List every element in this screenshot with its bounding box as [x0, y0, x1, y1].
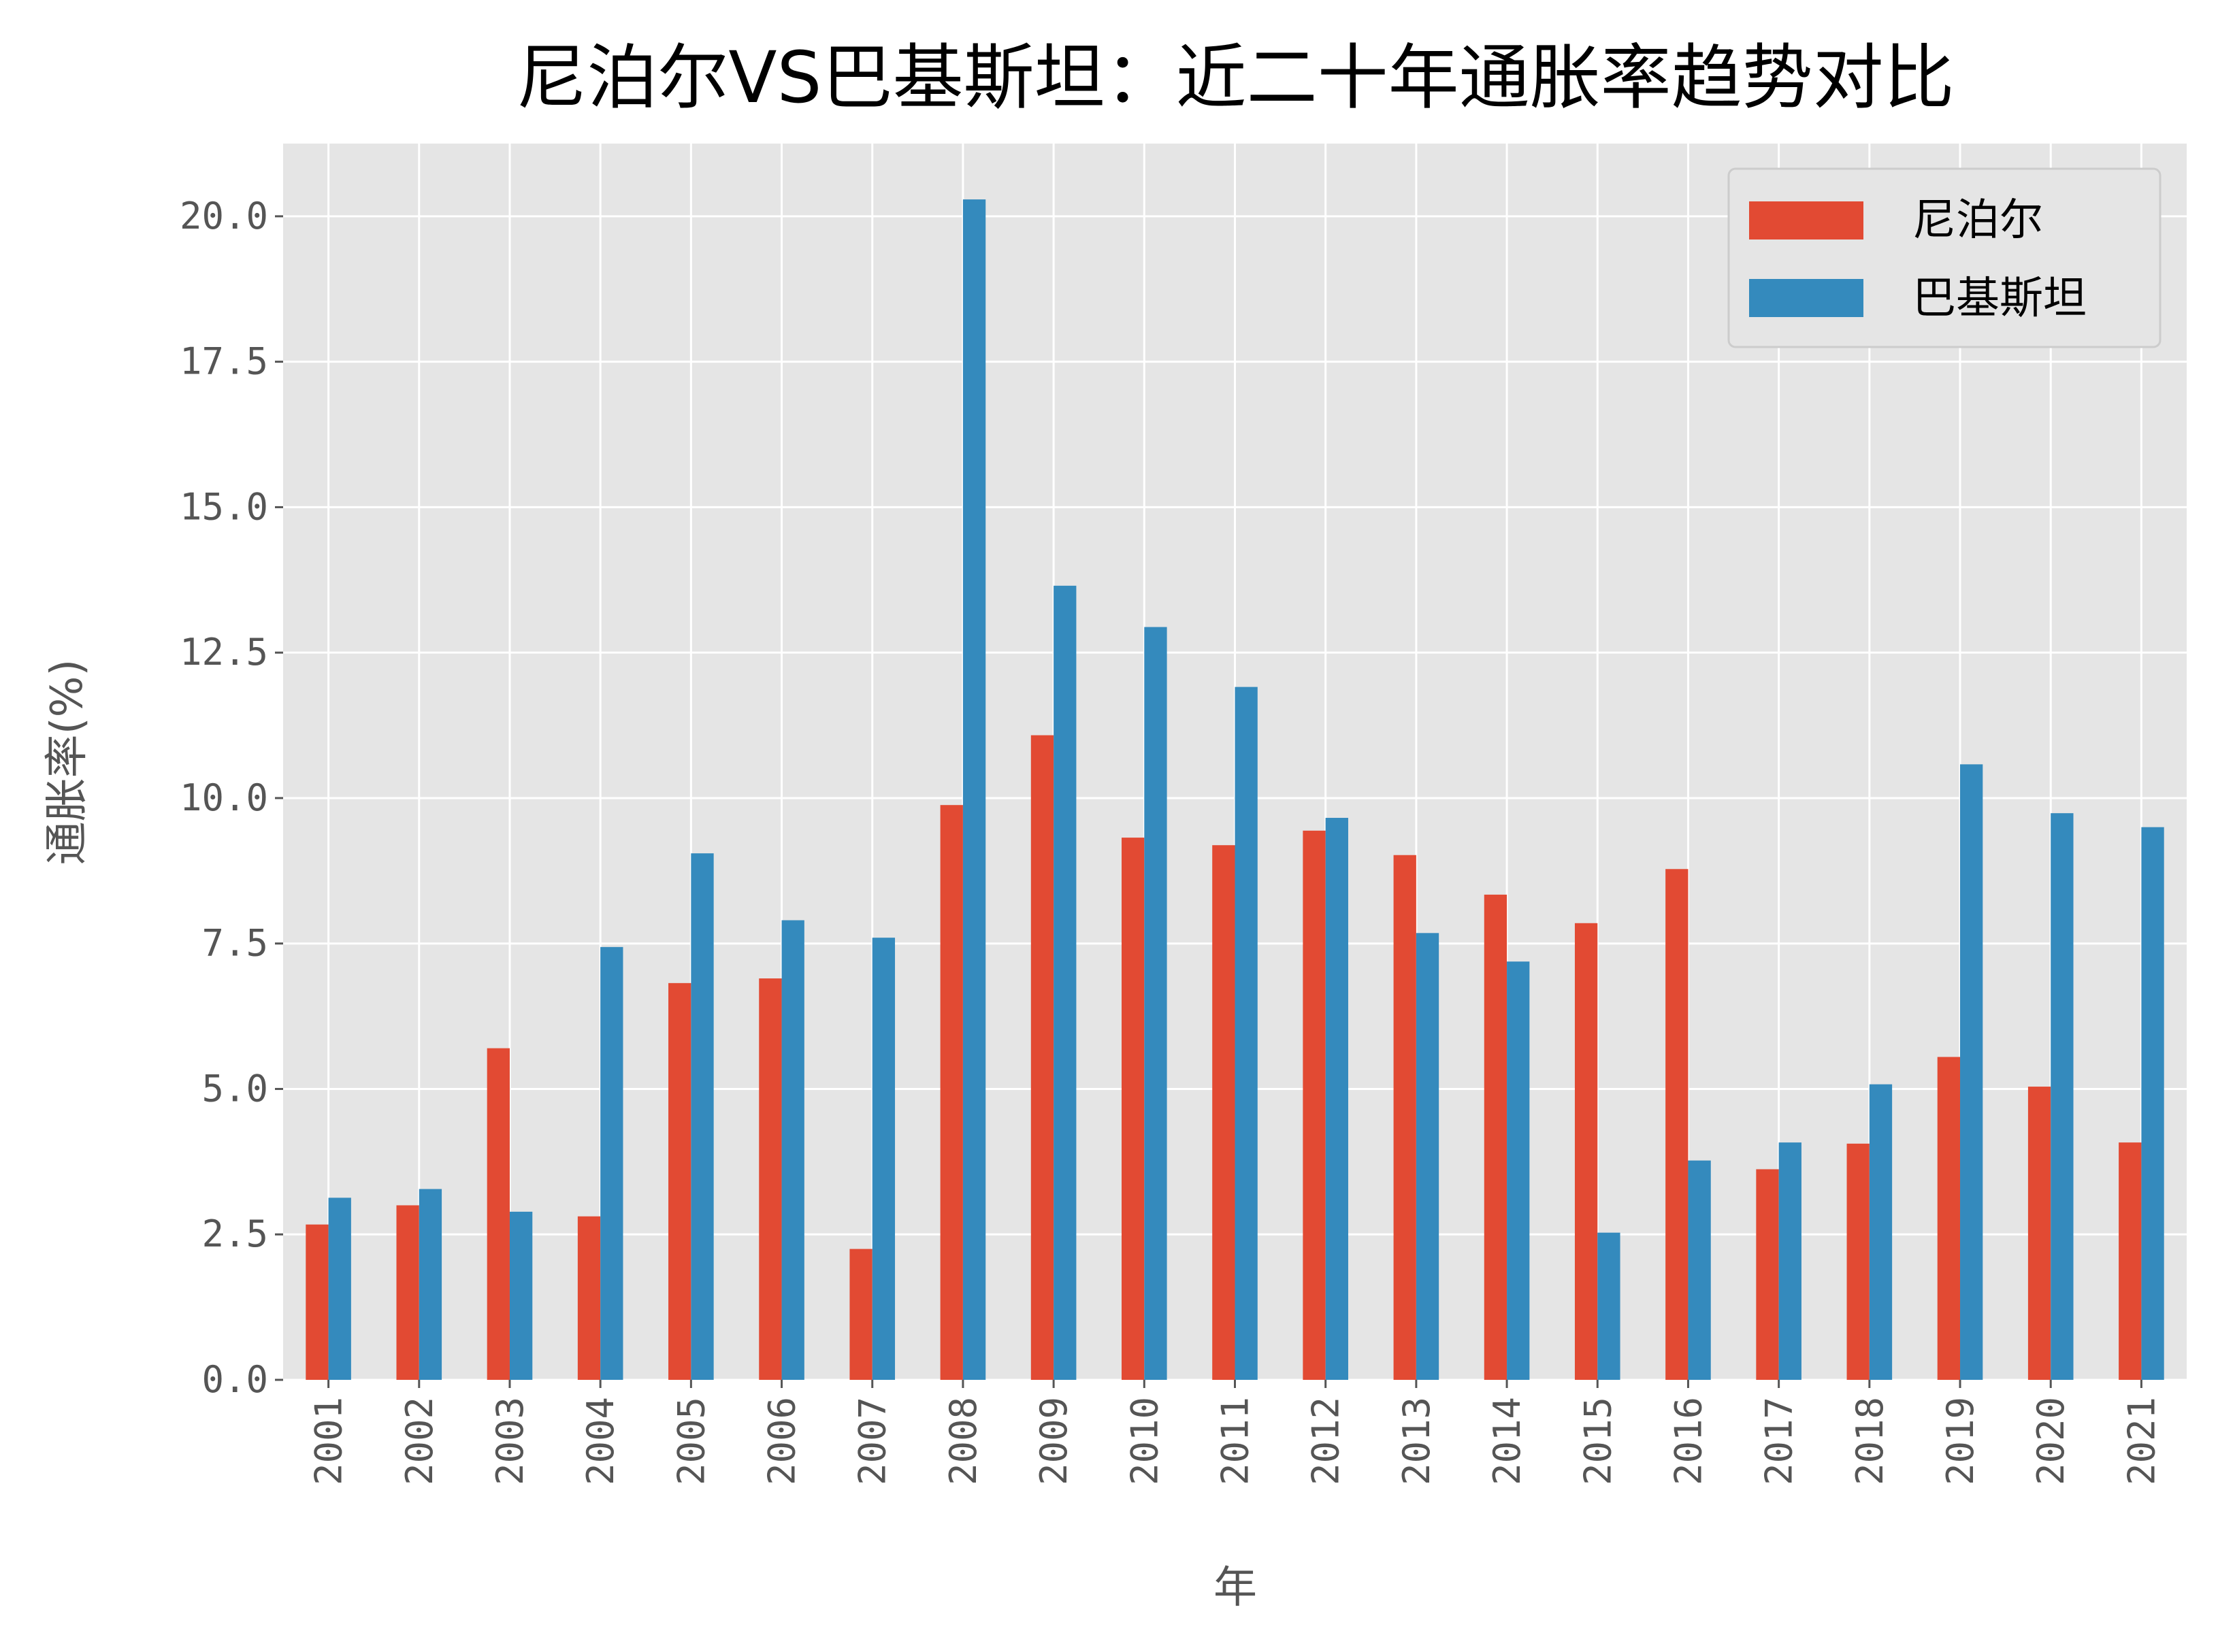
- y-tick-label: 5.0: [201, 1067, 268, 1110]
- y-tick-label: 0.0: [201, 1358, 268, 1401]
- bar-nepal-2008: [940, 805, 963, 1380]
- bar-nepal-2018: [1846, 1143, 1870, 1380]
- bar-nepal-2020: [2027, 1087, 2051, 1380]
- x-tick-label: 2016: [1667, 1397, 1710, 1485]
- x-tick-label: 2003: [489, 1397, 532, 1485]
- x-tick-label: 2017: [1758, 1397, 1801, 1485]
- x-tick-label: 2013: [1395, 1397, 1438, 1485]
- bar-pakistan-2018: [1869, 1084, 1893, 1380]
- x-tick-label: 2008: [942, 1397, 985, 1485]
- y-axis-label: 通胀率(%): [42, 659, 93, 865]
- bar-pakistan-2001: [328, 1197, 351, 1380]
- y-tick-label: 12.5: [180, 631, 268, 674]
- bar-nepal-2014: [1484, 894, 1507, 1380]
- x-tick-label: 2015: [1576, 1397, 1619, 1485]
- legend-label-nepal: 尼泊尔: [1912, 195, 2043, 246]
- x-tick-label: 2004: [579, 1397, 622, 1485]
- y-ticks: 0.0 2.5 5.0 7.5 10.0 12.5 15.0 17.5 20.0: [180, 195, 283, 1401]
- x-tick-label: 2007: [851, 1397, 894, 1485]
- x-tick-label: 2010: [1123, 1397, 1166, 1485]
- legend-swatch-nepal: [1749, 201, 1863, 239]
- y-tick-label: 15.0: [180, 485, 268, 528]
- x-axis-label: 年: [1213, 1563, 1257, 1613]
- bar-nepal-2007: [849, 1249, 872, 1380]
- bar-nepal-2005: [668, 982, 691, 1380]
- x-ticks: 2001 2002 2003 2004 2005 2006 2007 2008 2009 2010…: [308, 1380, 2163, 1485]
- x-tick-label: 2020: [2029, 1397, 2072, 1485]
- bar-nepal-2001: [306, 1224, 329, 1380]
- legend-label-pakistan: 巴基斯坦: [1912, 274, 2087, 324]
- bar-pakistan-2006: [781, 920, 804, 1380]
- x-tick-label: 2018: [1848, 1397, 1891, 1485]
- bars: [306, 199, 2164, 1380]
- bar-pakistan-2013: [1416, 933, 1439, 1380]
- x-tick-label: 2019: [1939, 1397, 1982, 1485]
- x-tick-label: 2021: [2120, 1397, 2163, 1485]
- bar-pakistan-2012: [1325, 818, 1348, 1380]
- bar-pakistan-2002: [419, 1189, 442, 1380]
- bar-pakistan-2014: [1507, 961, 1530, 1380]
- bar-pakistan-2020: [2051, 813, 2074, 1380]
- bar-nepal-2002: [396, 1205, 419, 1380]
- bar-pakistan-2007: [872, 938, 896, 1380]
- bar-nepal-2015: [1574, 923, 1598, 1380]
- bar-nepal-2012: [1303, 830, 1326, 1380]
- bar-pakistan-2010: [1144, 627, 1167, 1380]
- x-tick-label: 2014: [1486, 1397, 1529, 1485]
- y-tick-label: 10.0: [180, 776, 268, 819]
- y-tick-label: 7.5: [201, 922, 268, 965]
- x-tick-label: 2006: [761, 1397, 804, 1485]
- bar-nepal-2004: [577, 1216, 601, 1380]
- bar-nepal-2006: [759, 978, 782, 1380]
- bar-nepal-2016: [1665, 869, 1689, 1380]
- bar-pakistan-2016: [1688, 1160, 1711, 1380]
- bar-nepal-2003: [487, 1048, 510, 1380]
- x-tick-label: 2005: [670, 1397, 713, 1485]
- bar-nepal-2011: [1212, 845, 1235, 1380]
- y-tick-label: 20.0: [180, 195, 268, 237]
- bar-pakistan-2017: [1778, 1142, 1801, 1380]
- bar-pakistan-2008: [962, 199, 986, 1380]
- bar-pakistan-2005: [691, 853, 714, 1380]
- chart-title: 尼泊尔VS巴基斯坦：近二十年通胀率趋势对比: [516, 36, 1954, 119]
- bar-nepal-2021: [2119, 1142, 2142, 1380]
- bar-pakistan-2019: [1960, 764, 1983, 1380]
- legend: 尼泊尔 巴基斯坦: [1727, 167, 2162, 348]
- bar-pakistan-2004: [600, 946, 623, 1380]
- x-tick-label: 2009: [1032, 1397, 1075, 1485]
- bar-pakistan-2003: [509, 1211, 533, 1380]
- bar-nepal-2019: [1937, 1057, 1961, 1380]
- x-tick-label: 2011: [1214, 1397, 1257, 1485]
- bar-nepal-2017: [1756, 1169, 1779, 1380]
- bar-pakistan-2011: [1235, 687, 1258, 1380]
- bar-pakistan-2015: [1597, 1232, 1620, 1380]
- bar-nepal-2013: [1393, 855, 1416, 1380]
- bar-pakistan-2021: [2141, 827, 2164, 1380]
- x-tick-label: 2012: [1305, 1397, 1348, 1485]
- x-tick-label: 2002: [398, 1397, 441, 1485]
- y-tick-label: 2.5: [201, 1212, 268, 1255]
- x-tick-label: 2001: [308, 1397, 350, 1485]
- legend-swatch-pakistan: [1749, 279, 1863, 317]
- bar-pakistan-2009: [1054, 585, 1077, 1380]
- y-tick-label: 17.5: [180, 340, 268, 383]
- bar-nepal-2010: [1122, 838, 1145, 1380]
- bar-nepal-2009: [1030, 735, 1054, 1380]
